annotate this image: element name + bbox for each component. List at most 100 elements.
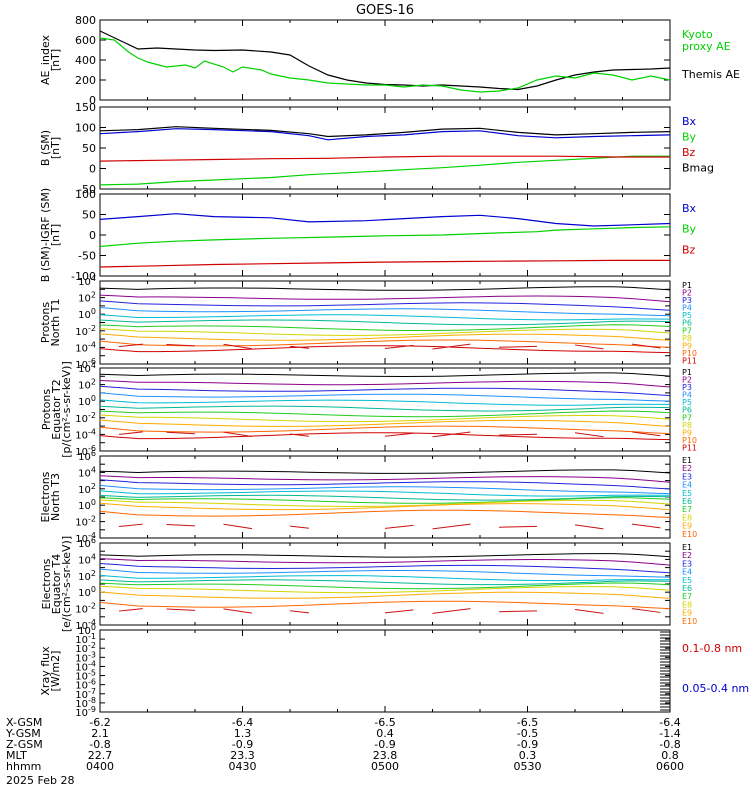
legend-by: By <box>682 223 697 236</box>
flux-channel-2 <box>99 380 671 388</box>
legend-by: By <box>682 131 697 144</box>
sparse-channel-segment <box>223 608 253 614</box>
flux-channel-11 <box>99 432 671 441</box>
series-line-bx <box>99 128 671 141</box>
series-line-bz <box>99 259 670 268</box>
legend-p6: P6 <box>682 319 692 328</box>
sparse-channel-segment <box>223 343 253 350</box>
time-axis-value: 22.7 <box>88 749 113 762</box>
time-axis-value: -0.9 <box>374 738 395 751</box>
y-tick-label: 106 <box>78 449 96 463</box>
sparse-channel-segment <box>118 523 143 528</box>
time-axis-value: 0.4 <box>376 727 394 740</box>
flux-channel-1 <box>99 553 671 558</box>
time-axis-value: 23.8 <box>373 749 398 762</box>
time-axis-value: -0.5 <box>517 727 538 740</box>
flux-channel-6 <box>99 405 671 412</box>
panel-frame <box>99 629 671 713</box>
flux-channel-2 <box>99 294 671 303</box>
legend-p7: P7 <box>682 413 692 422</box>
legend-p9: P9 <box>682 341 692 350</box>
sparse-channel-segment <box>118 431 143 435</box>
y-tick-label: 102 <box>78 378 96 392</box>
y-tick-label: 10-2 <box>75 602 96 616</box>
legend-0-1-0-8-nm: 0.1-0.8 nm <box>682 642 742 655</box>
time-axis-value: 0.8 <box>661 749 679 762</box>
y-axis-label: [nT] <box>49 224 62 246</box>
time-axis-value: 0400 <box>86 760 114 773</box>
y-tick-label: -50 <box>78 250 96 263</box>
sparse-channel-segment <box>384 344 414 349</box>
time-axis-row-label: Y-GSM <box>5 727 41 740</box>
y-axis-label: B (SM) <box>39 130 52 166</box>
time-axis-value: 0530 <box>514 760 542 773</box>
sparse-channel-segment <box>498 433 538 436</box>
y-tick-label: 100 <box>78 498 96 512</box>
legend-e8: E8 <box>682 600 692 609</box>
time-axis-value: 23.3 <box>230 749 255 762</box>
y-axis-label: AE_index <box>39 34 52 85</box>
time-axis-value: -6.2 <box>89 716 110 729</box>
legend-p6: P6 <box>682 406 692 415</box>
flux-channel-2 <box>99 558 671 566</box>
legend-e8: E8 <box>682 513 692 522</box>
sparse-channel-segment <box>384 432 414 437</box>
legend-e9: E9 <box>682 609 692 618</box>
flux-channel-7 <box>99 497 671 504</box>
series-line-bmag <box>99 126 671 138</box>
sparse-channel-segment <box>631 608 661 613</box>
time-axis-row-label: X-GSM <box>6 716 42 729</box>
y-axis-label: Electrons <box>40 558 53 609</box>
flux-channel-6 <box>99 579 671 586</box>
y-tick-label: 100 <box>78 623 96 637</box>
legend-p3: P3 <box>682 296 692 305</box>
flux-channel-7 <box>99 582 671 590</box>
y-tick-label: 10-4 <box>75 427 96 441</box>
time-axis-value: 0500 <box>371 760 399 773</box>
y-tick-label: 100 <box>75 122 96 135</box>
panel-frame <box>99 106 671 190</box>
sparse-channel-segment <box>166 431 196 435</box>
flux-channel-1 <box>99 469 671 474</box>
y-tick-label: -50 <box>78 183 96 196</box>
time-axis-value: 1.3 <box>234 727 252 740</box>
time-axis-row-label: Z-GSM <box>6 738 43 751</box>
legend-p4: P4 <box>682 391 692 400</box>
sparse-channel-segment <box>498 345 538 348</box>
legend-p1: P1 <box>682 281 692 290</box>
time-axis-table: X-GSM -6.2 -6.4 -6.5 -6.5 -6.4Y-GSM 2.1 1.3 0.4-… <box>5 716 684 773</box>
legend-bz: Bz <box>682 146 696 159</box>
series-line-bz <box>99 155 670 162</box>
y-tick-label: 100 <box>78 394 96 408</box>
sparse-channel-segment <box>118 343 143 348</box>
flux-channel-4 <box>99 568 671 578</box>
y-tick-label: -100 <box>71 270 96 283</box>
flux-channel-9 <box>99 333 671 341</box>
sparse-channel-segment <box>498 525 538 528</box>
y-axis-label: B (SM)-IGRF (SM) <box>39 188 52 282</box>
y-tick-label: 10-2 <box>75 641 96 655</box>
flux-channel-8 <box>99 328 671 336</box>
flux-channel-5 <box>99 314 671 321</box>
legend-e3: E3 <box>682 559 692 568</box>
legend-e6: E6 <box>682 497 692 506</box>
flux-channel-9 <box>99 591 671 599</box>
sparse-channel-segment <box>631 431 661 437</box>
flux-channel-9 <box>99 419 671 428</box>
y-tick-label: 0 <box>89 163 96 176</box>
legend-p2: P2 <box>682 376 692 385</box>
sparse-channel-segment <box>166 523 196 527</box>
legend-p9: P9 <box>682 428 692 437</box>
y-tick-label: 104 <box>78 274 96 288</box>
flux-channel-8 <box>99 499 671 508</box>
flux-channel-7 <box>99 324 671 331</box>
legend-proxy-ae: proxy AE <box>682 40 731 53</box>
